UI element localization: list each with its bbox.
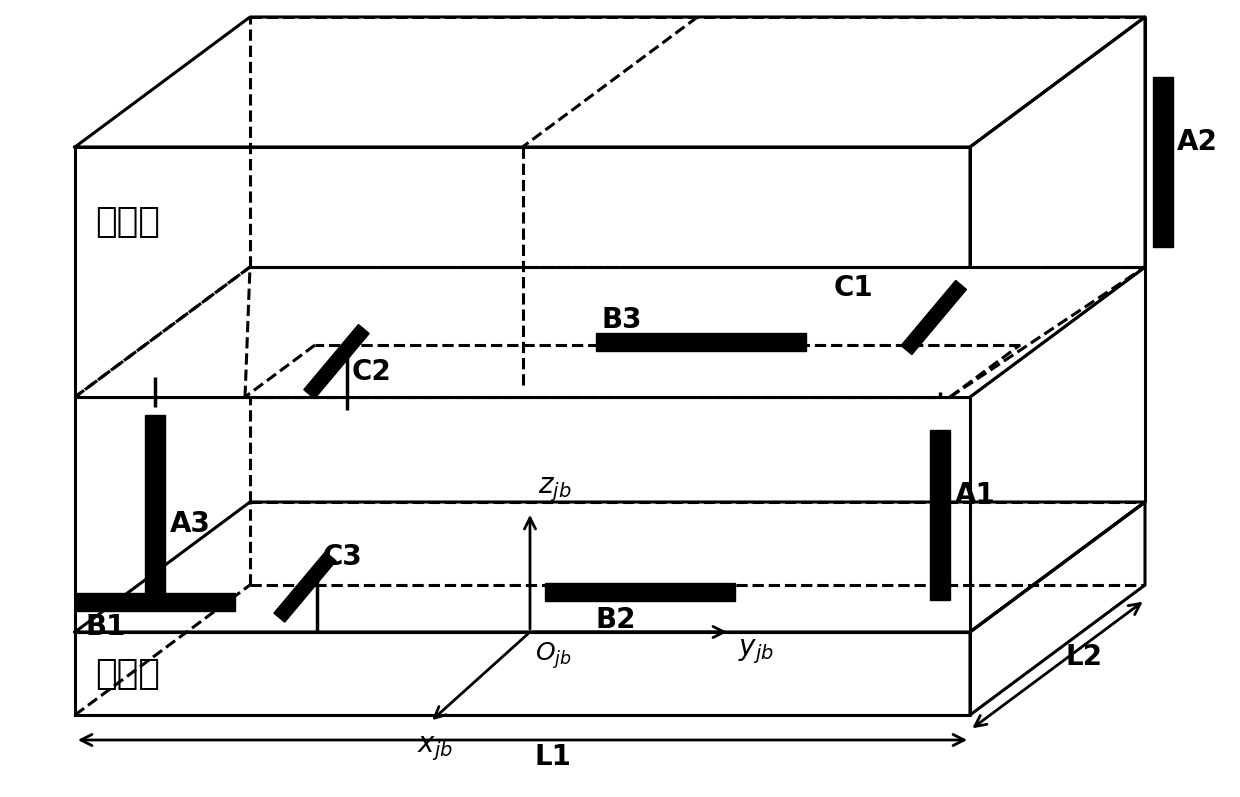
Polygon shape	[930, 430, 950, 599]
Text: L2: L2	[1065, 643, 1102, 671]
Text: C1: C1	[833, 273, 873, 301]
Polygon shape	[145, 414, 165, 595]
Polygon shape	[596, 332, 806, 351]
Text: L1: L1	[534, 743, 570, 771]
Polygon shape	[74, 147, 970, 397]
Text: A3: A3	[170, 511, 211, 539]
Polygon shape	[546, 583, 735, 601]
Polygon shape	[1153, 77, 1173, 247]
Text: B1: B1	[86, 613, 125, 641]
Polygon shape	[901, 281, 966, 355]
Polygon shape	[74, 502, 1145, 632]
Text: 平台舱: 平台舱	[95, 657, 160, 690]
Text: $x_{jb}$: $x_{jb}$	[417, 734, 453, 763]
Polygon shape	[304, 324, 370, 398]
Text: C3: C3	[322, 543, 363, 571]
Text: $y_{jb}$: $y_{jb}$	[738, 637, 774, 665]
Text: 载荷舱: 载荷舱	[95, 205, 160, 239]
Polygon shape	[74, 632, 970, 715]
Text: $z_{jb}$: $z_{jb}$	[538, 475, 572, 504]
Polygon shape	[970, 502, 1145, 715]
Text: C2: C2	[351, 358, 392, 386]
Polygon shape	[970, 17, 1145, 397]
Text: A1: A1	[955, 481, 996, 508]
Polygon shape	[74, 17, 1145, 147]
Text: B3: B3	[601, 305, 642, 333]
Text: $O_{jb}$: $O_{jb}$	[534, 640, 572, 671]
Polygon shape	[274, 552, 336, 622]
Polygon shape	[74, 593, 236, 611]
Text: A2: A2	[1177, 128, 1218, 156]
Polygon shape	[74, 267, 1145, 397]
Text: B2: B2	[595, 606, 635, 634]
